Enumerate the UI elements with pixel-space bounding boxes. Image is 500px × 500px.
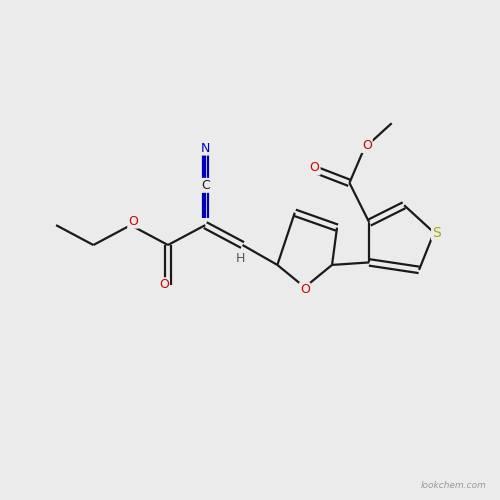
Text: O: O	[128, 214, 138, 228]
Text: O: O	[310, 162, 320, 174]
Text: H: H	[236, 252, 244, 266]
Text: C: C	[201, 179, 209, 192]
Text: S: S	[432, 226, 441, 239]
Text: O: O	[362, 139, 372, 152]
Text: O: O	[300, 284, 310, 296]
Text: lookchem.com: lookchem.com	[420, 480, 486, 490]
Text: O: O	[159, 278, 169, 291]
Text: N: N	[200, 142, 210, 154]
